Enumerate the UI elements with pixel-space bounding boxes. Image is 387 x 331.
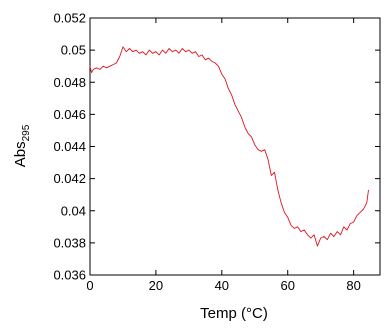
plot-frame	[89, 17, 381, 276]
y-axis-ticks: 0.036 0.038 0.04 0.042 0.044 0.046 0.048 0.05 0.…	[53, 11, 380, 283]
y-tick-label: 0.05	[61, 43, 86, 58]
x-tick-label: 0	[86, 278, 93, 293]
x-tick-label: 20	[149, 278, 163, 293]
series-line	[89, 46, 369, 247]
y-tick-label: 0.048	[53, 75, 86, 90]
x-tick-label: 80	[346, 278, 360, 293]
y-tick-label: 0.044	[53, 139, 86, 154]
y-axis-title-main: Abs	[12, 141, 29, 167]
x-axis-title: Temp (°C)	[200, 305, 268, 322]
y-tick-label: 0.036	[53, 268, 86, 283]
y-tick-label: 0.052	[53, 11, 86, 26]
x-axis-ticks: 0 20 40 60 80	[86, 18, 361, 293]
y-tick-label: 0.042	[53, 171, 86, 186]
series-layer	[89, 46, 369, 247]
y-tick-label: 0.038	[53, 235, 86, 250]
y-axis-title: Abs295	[12, 124, 32, 167]
plot-border	[89, 17, 381, 276]
y-tick-label: 0.04	[61, 203, 86, 218]
y-tick-label: 0.046	[53, 107, 86, 122]
x-tick-label: 40	[215, 278, 229, 293]
y-axis-title-subscript: 295	[21, 124, 32, 141]
x-tick-label: 60	[280, 278, 294, 293]
